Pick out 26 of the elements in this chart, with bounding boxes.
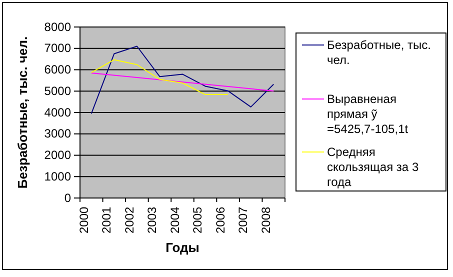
x-tick-label: 2007 (236, 206, 250, 234)
y-axis-title: Безработные, тыс. чел. (15, 36, 30, 189)
line-series (90, 72, 274, 92)
y-tick-label: 3000 (44, 126, 72, 141)
line-series (90, 46, 274, 114)
y-tick-label: 6000 (44, 62, 72, 77)
y-tick-label: 5000 (44, 84, 72, 98)
legend-label: Выравненая прямая ỹ =5425,7-105,1t (327, 92, 409, 136)
x-tick-label: 2004 (168, 206, 182, 234)
x-tick-label: 2002 (122, 206, 136, 234)
x-tick-label: 2000 (76, 206, 91, 234)
line-series (90, 59, 229, 96)
y-tick-label: 8000 (44, 20, 72, 34)
legend-label: Безработные, тыс. чел. (327, 38, 431, 67)
x-tick-label: 2006 (213, 206, 228, 234)
x-tick-label: 2005 (190, 206, 205, 234)
x-tick-label: 2003 (145, 206, 160, 234)
legend-label: Средняя скользящая за 3 года (327, 145, 419, 189)
y-tick-label: 1000 (44, 169, 72, 184)
x-tick-label: 2008 (259, 206, 274, 234)
x-axis-title: Годы (166, 240, 200, 255)
y-tick-label: 0 (64, 190, 72, 205)
y-tick-label: 4000 (44, 105, 72, 120)
x-tick-label: 2001 (100, 206, 114, 234)
y-tick-label: 2000 (44, 148, 72, 162)
y-tick-label: 7000 (44, 41, 72, 56)
